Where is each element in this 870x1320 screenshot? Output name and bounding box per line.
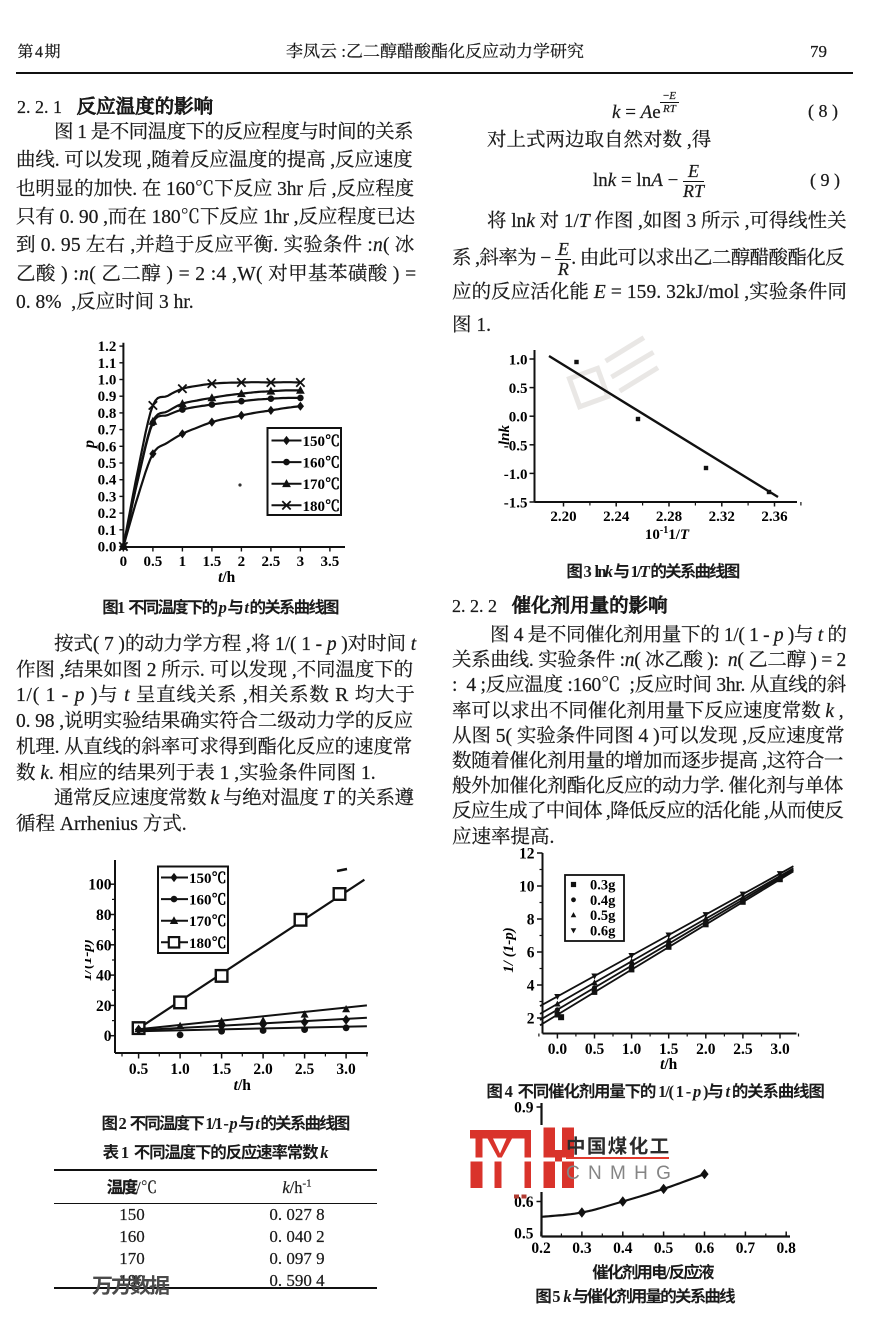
svg-text:0.3g: 0.3g bbox=[590, 878, 616, 894]
svg-text:-1.0: -1.0 bbox=[504, 467, 528, 483]
svg-text:3: 3 bbox=[297, 554, 305, 570]
svg-text:1.5: 1.5 bbox=[203, 554, 222, 570]
svg-text:0.0: 0.0 bbox=[548, 1041, 568, 1058]
svg-text:0.0: 0.0 bbox=[98, 540, 117, 556]
svg-text:0.2: 0.2 bbox=[531, 1240, 551, 1257]
svg-text:0.4: 0.4 bbox=[98, 473, 117, 489]
svg-text:0.5: 0.5 bbox=[585, 1041, 605, 1058]
svg-text:180℃: 180℃ bbox=[303, 499, 341, 515]
svg-text:2.36: 2.36 bbox=[761, 509, 788, 525]
svg-text:3.0: 3.0 bbox=[336, 1061, 356, 1078]
svg-text:80: 80 bbox=[96, 907, 112, 924]
svg-text:1/(1-p): 1/(1-p) bbox=[85, 939, 95, 981]
svg-text:2.5: 2.5 bbox=[295, 1061, 315, 1078]
svg-text:12: 12 bbox=[519, 846, 535, 863]
svg-text:150℃: 150℃ bbox=[303, 434, 341, 450]
svg-text:1.0: 1.0 bbox=[170, 1061, 190, 1078]
svg-text:0.4g: 0.4g bbox=[590, 893, 616, 909]
svg-text:2.5: 2.5 bbox=[733, 1041, 753, 1058]
svg-text:0.5: 0.5 bbox=[144, 554, 163, 570]
svg-text:2.5: 2.5 bbox=[262, 554, 281, 570]
svg-text:160℃: 160℃ bbox=[303, 456, 341, 472]
svg-text:1.2: 1.2 bbox=[98, 339, 117, 355]
svg-text:-1.5: -1.5 bbox=[504, 496, 528, 512]
svg-text:3.0: 3.0 bbox=[770, 1041, 790, 1058]
svg-text:1.0: 1.0 bbox=[622, 1041, 642, 1058]
svg-text:1.1: 1.1 bbox=[98, 356, 117, 372]
svg-text:0: 0 bbox=[104, 1028, 112, 1045]
svg-text:0.2: 0.2 bbox=[98, 506, 117, 522]
svg-text:p: p bbox=[85, 440, 98, 450]
svg-text:1.5: 1.5 bbox=[212, 1061, 232, 1078]
svg-text:150℃: 150℃ bbox=[189, 871, 227, 887]
svg-text:2: 2 bbox=[527, 1011, 535, 1028]
svg-text:0.5: 0.5 bbox=[129, 1061, 149, 1078]
svg-text:0.0: 0.0 bbox=[509, 410, 528, 426]
svg-text:2.0: 2.0 bbox=[253, 1061, 273, 1078]
svg-text:0.8: 0.8 bbox=[98, 406, 117, 422]
svg-text:60: 60 bbox=[96, 937, 112, 954]
svg-text:10-11/T: 10-11/T bbox=[645, 525, 690, 543]
svg-text:0.1: 0.1 bbox=[98, 523, 117, 539]
svg-text:0.8: 0.8 bbox=[777, 1240, 797, 1257]
svg-text:2.32: 2.32 bbox=[709, 509, 735, 525]
svg-text:t/h: t/h bbox=[234, 1077, 252, 1094]
svg-text:t/h: t/h bbox=[218, 569, 236, 586]
svg-text:0.3: 0.3 bbox=[98, 489, 117, 505]
svg-text:lnk: lnk bbox=[497, 424, 513, 445]
svg-text:0.5: 0.5 bbox=[98, 456, 117, 472]
svg-text:0.5: 0.5 bbox=[654, 1240, 674, 1257]
svg-text:40: 40 bbox=[96, 968, 112, 985]
svg-text:0.6g: 0.6g bbox=[590, 923, 616, 939]
svg-text:0.6: 0.6 bbox=[695, 1240, 715, 1257]
svg-text:0.5: 0.5 bbox=[514, 1226, 534, 1243]
svg-text:1.5: 1.5 bbox=[659, 1041, 679, 1058]
svg-text:0.7: 0.7 bbox=[736, 1240, 756, 1257]
svg-text:2.0: 2.0 bbox=[696, 1041, 716, 1058]
svg-text:1.0: 1.0 bbox=[509, 353, 528, 369]
svg-text:1: 1 bbox=[179, 554, 187, 570]
svg-text:6: 6 bbox=[527, 945, 535, 962]
svg-text:20: 20 bbox=[96, 998, 112, 1015]
svg-text:0.7: 0.7 bbox=[98, 423, 117, 439]
svg-text:t/h: t/h bbox=[660, 1056, 678, 1073]
svg-text:180℃: 180℃ bbox=[189, 936, 227, 952]
svg-text:0.6: 0.6 bbox=[514, 1194, 534, 1211]
svg-text:0.5: 0.5 bbox=[509, 381, 528, 397]
svg-text:0.3: 0.3 bbox=[572, 1240, 592, 1257]
svg-text:160℃: 160℃ bbox=[189, 893, 227, 909]
svg-text:0.9: 0.9 bbox=[514, 1100, 534, 1117]
svg-text:10: 10 bbox=[519, 879, 535, 896]
svg-text:1.0: 1.0 bbox=[98, 373, 117, 389]
svg-text:4: 4 bbox=[527, 978, 535, 995]
svg-text:0.5g: 0.5g bbox=[590, 908, 616, 924]
svg-text:2.20: 2.20 bbox=[550, 509, 576, 525]
svg-text:8: 8 bbox=[527, 912, 535, 929]
svg-text:100: 100 bbox=[88, 877, 112, 894]
svg-text:0: 0 bbox=[120, 554, 128, 570]
svg-text:3.5: 3.5 bbox=[321, 554, 340, 570]
svg-text:2.28: 2.28 bbox=[656, 509, 682, 525]
svg-text:2.24: 2.24 bbox=[603, 509, 630, 525]
svg-text:0.9: 0.9 bbox=[98, 389, 117, 405]
svg-text:0.4: 0.4 bbox=[613, 1240, 633, 1257]
svg-text:2: 2 bbox=[238, 554, 246, 570]
svg-text:1/ (1-p): 1/ (1-p) bbox=[501, 927, 517, 972]
svg-text:0.6: 0.6 bbox=[98, 439, 117, 455]
svg-text:-0.5: -0.5 bbox=[504, 438, 528, 454]
svg-text:170℃: 170℃ bbox=[303, 477, 341, 493]
svg-text:170℃: 170℃ bbox=[189, 914, 227, 930]
